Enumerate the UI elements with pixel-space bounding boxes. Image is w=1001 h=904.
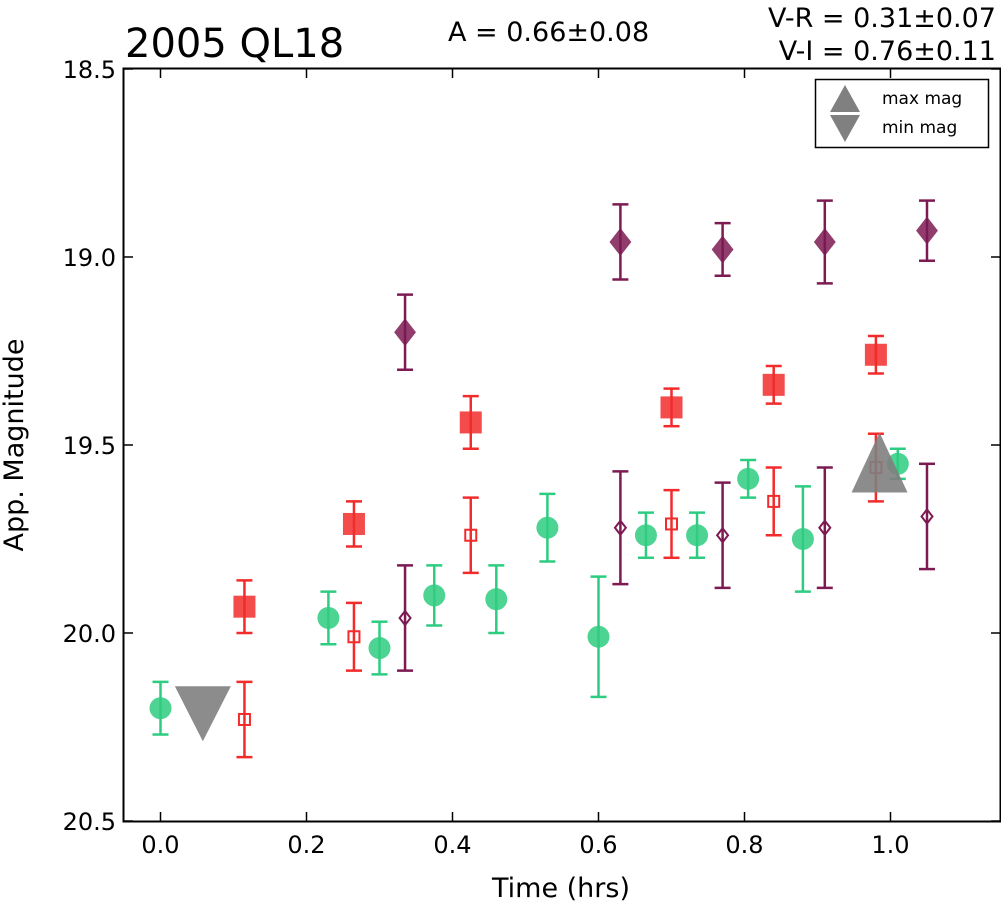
legend-max-mag-label: max mag [882,89,962,109]
square-point [233,595,256,618]
square-point [342,512,365,535]
y-axis-label: App. Magnitude [0,339,30,552]
x-tick-label: 0.4 [433,831,471,859]
axis-ticks: 0.0 0.2 0.4 0.6 0.8 1.0 18.5 19.0 19.5 20.0 20.5 [63,56,1000,859]
x-tick-label: 1.0 [871,831,909,859]
plot-frame [122,67,1001,823]
x-axis-label: Time (hrs) [491,873,630,904]
square-point [459,411,482,434]
circle-point [686,524,709,547]
diamond-point [613,519,628,537]
diamond-point [398,609,412,627]
circle-point [423,584,446,607]
diamond-point [715,526,730,544]
max-mag-marker [851,432,908,493]
diamond-point [394,318,416,347]
diamond-point [609,227,632,256]
square-point [464,528,478,542]
y-tick-label: 20.0 [63,620,116,648]
square-point [665,517,678,531]
color-index-vi: V-I = 0.76±0.11 [779,36,996,67]
diamond-point [813,227,836,256]
legend-max-mag-triangle-icon [830,85,860,112]
circle-point [737,467,760,490]
legend-min-mag-label: min mag [882,118,957,138]
color-index-vr: V-R = 0.31±0.07 [768,3,996,34]
square-point [767,494,781,508]
x-tick-label: 0.8 [725,831,763,859]
diamond-point [916,216,938,245]
circle-point [368,637,391,660]
diamond-point [920,507,934,526]
circle-point [485,588,508,611]
error-bars [152,199,935,759]
circle-point [634,524,657,547]
x-tick-label: 0.2 [287,831,325,859]
chart-title: 2005 QL18 [125,21,344,67]
diamond-point [711,235,734,264]
legend-min-mag-triangle-icon [830,115,860,142]
circle-point [536,516,559,539]
circle-point [587,625,610,648]
circle-point [791,528,814,550]
square-point [864,343,887,366]
data-points [149,216,938,742]
square-point [237,712,251,726]
x-tick-label: 0.6 [579,831,617,859]
y-tick-label: 20.5 [63,808,116,836]
y-tick-label: 19.5 [63,432,116,460]
legend: max mag min mag [814,78,990,149]
square-point [347,630,361,644]
min-mag-marker [174,686,231,742]
diamond-point [818,519,832,537]
square-point [660,396,683,419]
square-point [762,373,785,396]
x-tick-label: 0.0 [141,831,179,859]
circle-point [149,697,172,720]
circle-point [317,606,340,629]
y-tick-label: 18.5 [63,56,116,84]
amplitude-annotation: A = 0.66±0.08 [448,17,649,48]
y-tick-label: 19.0 [63,244,116,272]
